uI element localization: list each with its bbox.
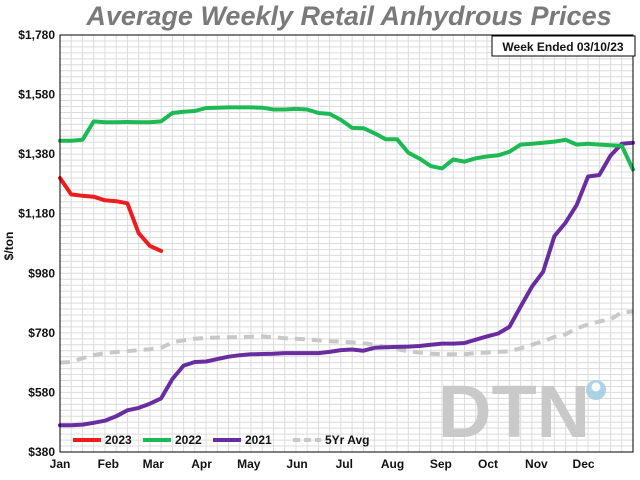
series-line-2022	[58, 105, 635, 172]
annotation-text: Week Ended 03/10/23	[502, 40, 624, 54]
x-tick-label: Jun	[286, 457, 307, 471]
y-tick-label: $580	[28, 385, 55, 399]
y-tick-label: $380	[28, 445, 55, 459]
legend-label: 2021	[245, 433, 272, 447]
series-line-2023	[58, 176, 164, 253]
x-axis-ticks: Jan Feb Mar Apr May Jun Jul Aug Sep Oct Nov Dec	[50, 457, 595, 471]
x-tick-label: Nov	[525, 457, 548, 471]
y-tick-label: $1,780	[18, 28, 55, 42]
legend: 2023 2022 2021 5Yr Avg	[73, 433, 369, 447]
plot-frame	[59, 34, 634, 453]
legend-label: 5Yr Avg	[325, 433, 369, 447]
x-tick-label: Feb	[98, 457, 119, 471]
dtn-watermark: DTN	[438, 370, 590, 453]
dtn-logo-orb-highlight	[591, 382, 601, 392]
y-tick-label: $1,180	[18, 207, 55, 221]
grid-lines	[60, 35, 633, 452]
x-tick-label: Dec	[573, 457, 595, 471]
y-tick-label: $780	[28, 326, 55, 340]
series-line-2021	[58, 140, 635, 428]
x-tick-label: May	[237, 457, 261, 471]
x-tick-label: Sep	[430, 457, 452, 471]
series-lines	[58, 105, 635, 428]
chart-title: Average Weekly Retail Anhydrous Prices	[85, 1, 611, 31]
annotation-box	[491, 35, 636, 57]
x-tick-label: Mar	[143, 457, 165, 471]
week-ended-annotation: Week Ended 03/10/23	[491, 35, 636, 57]
x-tick-label: Jul	[336, 457, 353, 471]
dtn-logo: DTN	[438, 370, 606, 453]
x-tick-label: Aug	[381, 457, 404, 471]
y-axis-ticks: $380 $580 $780 $980 $1,180 $1,380 $1,580 $1,780	[18, 28, 55, 459]
y-tick-label: $980	[28, 266, 55, 280]
x-tick-label: Jan	[50, 457, 71, 471]
legend-label: 2022	[175, 433, 202, 447]
x-tick-label: Oct	[478, 457, 498, 471]
y-axis-label: $/ton	[2, 232, 16, 261]
y-tick-label: $1,380	[18, 147, 55, 161]
legend-label: 2023	[105, 433, 132, 447]
y-tick-label: $1,580	[18, 88, 55, 102]
series-line-5yr-avg	[59, 309, 634, 365]
x-tick-label: Apr	[191, 457, 212, 471]
